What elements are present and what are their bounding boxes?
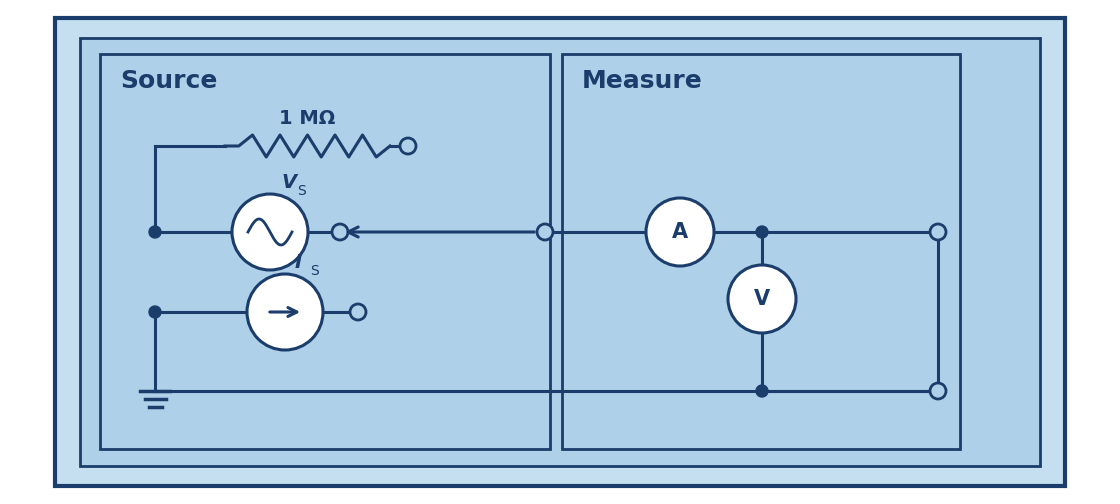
Circle shape: [536, 224, 553, 240]
Bar: [100, 54, 550, 449]
Text: S: S: [310, 264, 319, 278]
Text: V: V: [754, 289, 771, 309]
Text: 1 MΩ: 1 MΩ: [279, 109, 336, 128]
Text: I: I: [295, 253, 302, 272]
Text: V: V: [282, 173, 297, 192]
Circle shape: [756, 385, 768, 397]
Circle shape: [930, 383, 946, 399]
Circle shape: [756, 226, 768, 238]
Text: S: S: [297, 184, 306, 198]
Circle shape: [248, 274, 323, 350]
Text: Source: Source: [120, 69, 217, 93]
Circle shape: [232, 194, 308, 270]
Circle shape: [332, 224, 348, 240]
Circle shape: [728, 265, 796, 333]
Circle shape: [149, 306, 161, 318]
Text: A: A: [672, 222, 688, 242]
Circle shape: [646, 198, 715, 266]
Bar: [562, 54, 960, 449]
Text: Measure: Measure: [582, 69, 702, 93]
Circle shape: [149, 226, 161, 238]
Circle shape: [349, 304, 366, 320]
Circle shape: [930, 224, 946, 240]
Bar: [80, 38, 1040, 466]
Circle shape: [400, 138, 416, 154]
